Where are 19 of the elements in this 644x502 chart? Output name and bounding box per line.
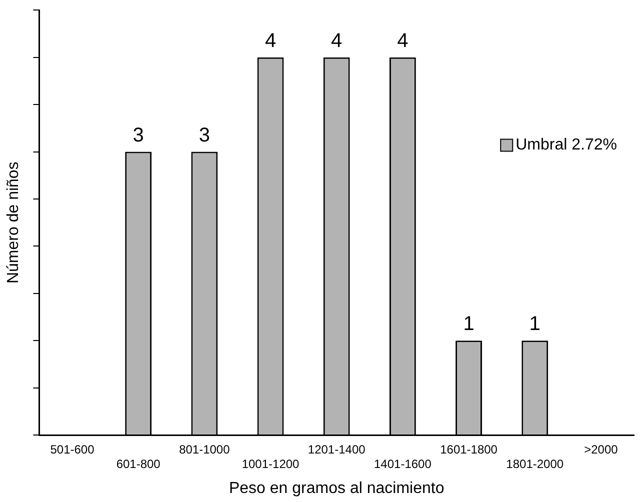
x-tick-label: 1601-1800	[440, 442, 498, 457]
x-tick-label: 501-600	[50, 442, 95, 457]
data-label: 1	[529, 313, 540, 336]
y-axis-title: Número de niños	[5, 162, 22, 284]
x-tick-label: 1401-1600	[374, 456, 432, 471]
x-tick-label: 801-1000	[179, 442, 230, 457]
data-label: 4	[397, 30, 408, 52]
data-label: 3	[198, 124, 210, 146]
legend-label: Umbral 2.72%	[516, 136, 617, 154]
x-tick-label: >2000	[584, 442, 618, 457]
x-tick-label: 601-800	[116, 456, 161, 471]
x-tick-label: 1801-2000	[506, 456, 564, 471]
x-tick-label: 1001-1200	[242, 456, 300, 471]
data-label: 3	[132, 124, 144, 146]
data-label: 4	[331, 30, 342, 52]
x-tick-label: 1201-1400	[308, 442, 366, 457]
data-label: 1	[463, 313, 474, 336]
data-label: 4	[264, 30, 276, 52]
x-axis-title: Peso en gramos al nacimiento	[228, 480, 444, 497]
